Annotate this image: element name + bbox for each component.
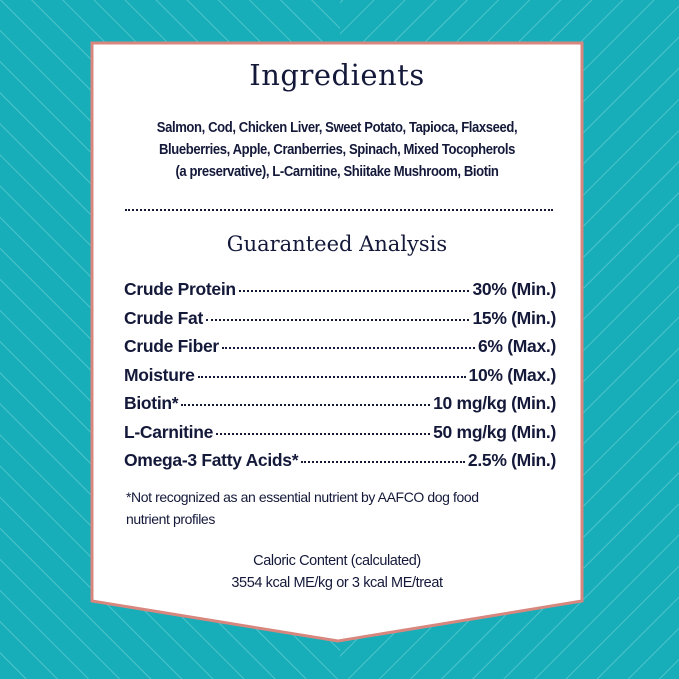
- analysis-table: Crude Protein 30% (Min.) Crude Fat 15% (Mi…: [124, 279, 556, 479]
- label-content: Ingredients Salmon, Cod, Chicken Liver, …: [92, 0, 582, 679]
- ingredients-list: Salmon, Cod, Chicken Liver, Sweet Potato…: [126, 117, 547, 183]
- footnote-line: nutrient profiles: [126, 511, 215, 527]
- dotted-divider: [125, 209, 553, 211]
- nutrient-value: 10% (Max.): [468, 364, 557, 385]
- dot-leader: [238, 290, 470, 292]
- dot-leader: [216, 432, 431, 435]
- ingredients-title: Ingredients: [249, 58, 425, 92]
- analysis-row: Crude Protein 30% (Min.): [124, 279, 556, 308]
- nutrient-label: Omega-3 Fatty Acids*: [124, 450, 299, 470]
- analysis-row: Crude Fat 15% (Min.): [124, 308, 556, 337]
- nutrient-value: 15% (Min.): [472, 307, 556, 328]
- nutrient-label: Crude Fat: [124, 307, 203, 328]
- nutrient-label: Crude Protein: [124, 279, 236, 299]
- caloric-content: Caloric Content (calculated) 3554 kcal M…: [92, 550, 582, 594]
- analysis-row: Moisture 10% (Max.): [124, 365, 556, 394]
- nutrient-label: Crude Fiber: [124, 336, 219, 356]
- nutrient-value: 2.5% (Min.): [467, 450, 556, 470]
- caloric-value: 3554 kcal ME/kg or 3 kcal ME/treat: [231, 575, 443, 591]
- nutrient-label: L-Carnitine: [124, 421, 214, 442]
- nutrient-label: Moisture: [124, 364, 195, 385]
- ingredients-line: Salmon, Cod, Chicken Liver, Sweet Potato…: [156, 119, 518, 136]
- analysis-title: Guaranteed Analysis: [226, 232, 448, 256]
- analysis-row: Biotin* 10 mg/kg (Min.): [124, 393, 556, 422]
- caloric-title: Caloric Content (calculated): [253, 553, 421, 569]
- footnote: *Not recognized as an essential nutrient…: [126, 486, 546, 530]
- dot-leader: [301, 461, 465, 463]
- analysis-row: Omega-3 Fatty Acids* 2.5% (Min.): [124, 450, 556, 479]
- nutrient-value: 10 mg/kg (Min.): [433, 393, 556, 413]
- analysis-row: Crude Fiber 6% (Max.): [124, 336, 556, 365]
- dot-leader: [221, 347, 475, 349]
- nutrient-value: 30% (Min.): [472, 279, 556, 299]
- nutrient-value: 50 mg/kg (Min.): [433, 421, 556, 442]
- analysis-row: L-Carnitine 50 mg/kg (Min.): [124, 422, 556, 451]
- footnote-line: *Not recognized as an essential nutrient…: [126, 489, 479, 505]
- nutrient-value: 6% (Max.): [477, 336, 556, 356]
- nutrient-label: Biotin*: [124, 393, 179, 413]
- ingredients-line: (a preservative), L-Carnitine, Shiitake …: [175, 163, 499, 180]
- dot-leader: [181, 404, 431, 406]
- label-panel: [90, 41, 584, 643]
- dot-leader: [197, 375, 466, 378]
- dot-leader: [205, 318, 470, 321]
- ingredients-line: Blueberries, Apple, Cranberries, Spinach…: [158, 141, 516, 158]
